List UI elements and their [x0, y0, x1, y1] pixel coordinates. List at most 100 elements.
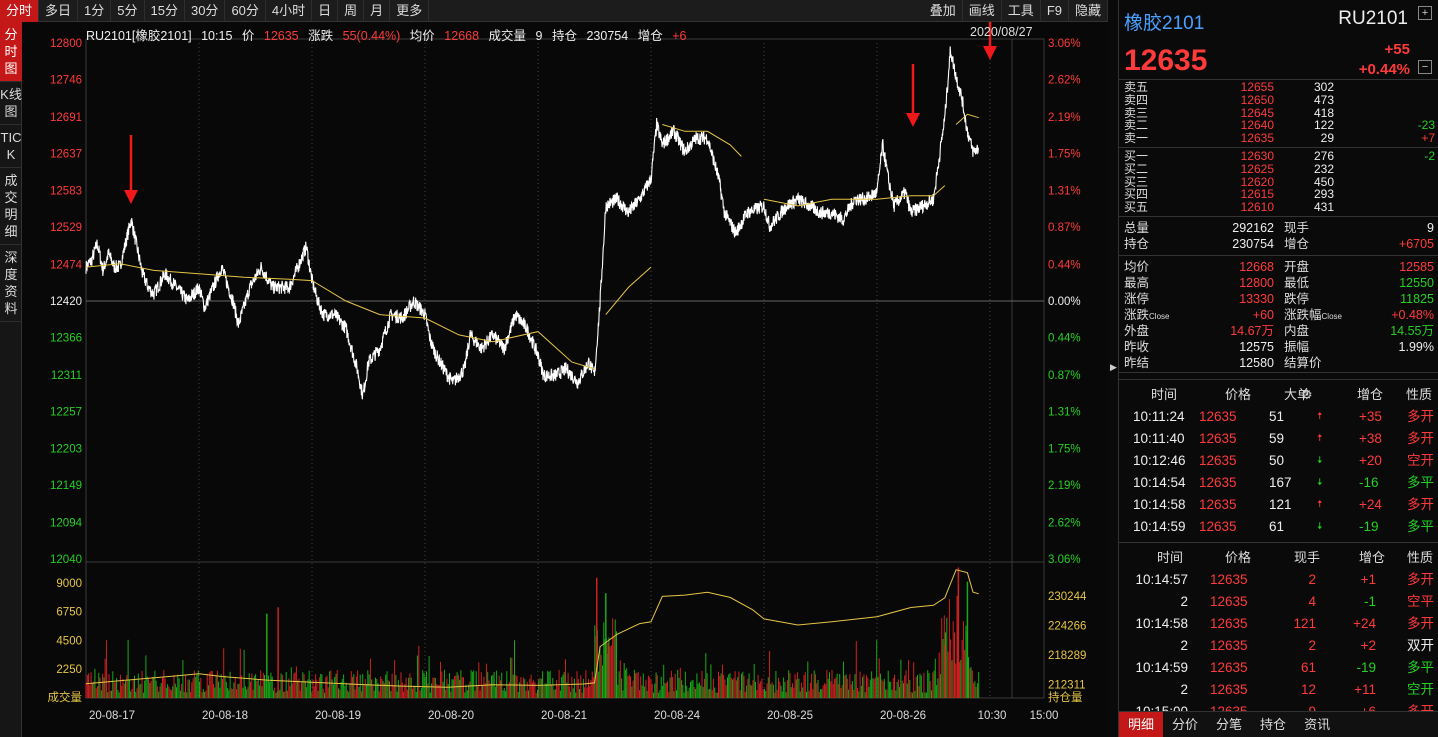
arrow-down-icon [124, 135, 138, 204]
order-type: 多开 [1407, 430, 1434, 446]
tick-time: 2 [1180, 637, 1188, 653]
stat-row: 均价 12668 开盘 12585 [1119, 259, 1438, 275]
stat-label: 最低 [1284, 275, 1310, 290]
x-tick-label: 15:00 [1030, 710, 1059, 722]
tool-button-1[interactable]: 画线 [963, 0, 1002, 22]
tick-type: 多开 [1407, 571, 1434, 587]
stat-row: 昨收 12575 振幅 1.99% [1119, 339, 1438, 355]
view-tab-2[interactable]: TICK [0, 125, 22, 168]
view-tab-4[interactable]: 深度资料 [0, 245, 22, 322]
tool-button-0[interactable]: 叠加 [924, 0, 963, 22]
tick-volume: 121 [1293, 615, 1316, 631]
level-label: 卖四 [1124, 92, 1149, 107]
chevron-right-icon[interactable]: ▶ [1110, 362, 1117, 372]
level-change: -2 [1424, 148, 1435, 163]
big-orders-table: 时间 价格 大单 增仓 性质 ⚙ 10:11:24 12635 51 +35 多开 🠅 10:11:40… [1119, 378, 1438, 543]
price-tick-label: 12366 [50, 333, 82, 345]
period-tab-5[interactable]: 30分 [185, 0, 226, 22]
stat-label: 开盘 [1284, 259, 1310, 274]
detail-tab-4[interactable]: 资讯 [1304, 717, 1331, 732]
view-tab-1[interactable]: K线图 [0, 82, 22, 125]
arrow-down-icon: 🠇 [1317, 520, 1323, 532]
stat-label-suffix: Close [1321, 311, 1342, 321]
pct-tick-label: 1.31% [1048, 407, 1081, 419]
tick-volume: 4 [1308, 593, 1316, 609]
detail-tab-0[interactable]: 明细 [1119, 712, 1164, 737]
stat-value: 12585 [1399, 259, 1434, 274]
big-order-row: 10:14:54 12635 167 -16 多平 🠇 [1119, 472, 1438, 494]
x-tick-label: 20-08-17 [89, 710, 135, 722]
period-tab-4[interactable]: 15分 [145, 0, 185, 22]
chart-info-line: RU2101[橡胶2101] 10:15 价 12635 涨跌 55(0.44%… [86, 25, 692, 44]
period-tab-9[interactable]: 周 [338, 0, 365, 22]
tick-oi-change: -19 [1356, 659, 1376, 675]
period-tab-10[interactable]: 月 [364, 0, 391, 22]
book-level: 买三 12620 450 [1119, 174, 1438, 189]
column-header: 时间 [1157, 549, 1184, 565]
minus-icon[interactable]: − [1418, 60, 1432, 74]
x-tick-label: 20-08-20 [428, 710, 474, 722]
level-label: 买三 [1124, 174, 1149, 189]
book-level: 卖五 12655 302 [1119, 81, 1438, 94]
add-watchlist-icon[interactable]: + [1418, 6, 1432, 20]
stat-row: 持仓 230754 增仓 +6705 [1119, 236, 1438, 252]
order-type: 多开 [1407, 408, 1434, 424]
price-line [85, 46, 979, 400]
order-time: 10:11:40 [1133, 430, 1185, 446]
chart-canvas[interactable]: 12800 12746 12691 12637 12583 12529 12474 12420… [22, 22, 1108, 737]
tool-button-2[interactable]: 工具 [1002, 0, 1041, 22]
gear-icon[interactable]: ⚙ [1301, 386, 1313, 402]
period-tab-2[interactable]: 1分 [78, 0, 112, 22]
period-tab-1[interactable]: 多日 [39, 0, 79, 22]
order-oi-change: +24 [1359, 496, 1382, 512]
tick-row: 2 12635 4 -1 空平 [1119, 591, 1438, 613]
stat-label: 涨跌幅Close [1284, 307, 1342, 322]
stat-label: 最高 [1124, 275, 1150, 290]
change-amount: +55 [1384, 41, 1410, 58]
pct-tick-label: 2.19% [1048, 480, 1081, 492]
stat-value: +0.48% [1391, 307, 1434, 322]
stat-label: 外盘 [1124, 323, 1150, 338]
avg-label: 均价 [409, 29, 435, 43]
average-price-line [85, 113, 979, 370]
panel-collapse-handle[interactable]: ▶ [1108, 0, 1118, 737]
tick-type: 双开 [1407, 637, 1434, 653]
ask-levels: 卖五 12655 302 卖四 12650 473 卖三 12645 418 卖二 12640 122… [1119, 80, 1438, 148]
tick-price: 12635 [1210, 659, 1248, 675]
detail-tab-1[interactable]: 分价 [1172, 717, 1199, 732]
volume-tick-label: 4500 [56, 635, 82, 647]
tick-header: 时间 价格 现手 增仓 性质 [1119, 547, 1438, 569]
volume-axis-label: 成交量 [48, 690, 83, 704]
period-tab-6[interactable]: 60分 [225, 0, 266, 22]
period-tab-8[interactable]: 日 [312, 0, 339, 22]
view-tab-0[interactable]: 分时图 [0, 22, 22, 82]
detail-tab-3[interactable]: 持仓 [1260, 717, 1287, 732]
order-price: 12635 [1199, 452, 1237, 468]
period-tab-11[interactable]: 更多 [390, 0, 430, 22]
tick-volume: 12 [1300, 681, 1316, 697]
period-tab-3[interactable]: 5分 [111, 0, 145, 22]
level-change: +7 [1421, 131, 1435, 146]
level-volume: 29 [1320, 131, 1334, 146]
detail-tab-2[interactable]: 分笔 [1216, 717, 1243, 732]
tick-price: 12635 [1210, 615, 1248, 631]
stat-row: 涨停 13330 跌停 11825 [1119, 291, 1438, 307]
view-tab-3[interactable]: 成交明细 [0, 168, 22, 245]
stat-value: 14.67万 [1230, 323, 1274, 338]
tick-type: 多开 [1407, 615, 1434, 631]
oi-value: 230754 [586, 29, 629, 43]
tool-button-3[interactable]: F9 [1041, 0, 1069, 22]
oi-tick-label: 224266 [1048, 620, 1086, 632]
stat-value: 9 [1427, 220, 1434, 235]
stat-row: 最高 12800 最低 12550 [1119, 275, 1438, 291]
open-interest-line [85, 569, 979, 688]
period-tab-0[interactable]: 分时 [0, 0, 40, 22]
intraday-chart[interactable]: 12800 12746 12691 12637 12583 12529 12474 12420… [22, 22, 1108, 737]
tick-volume: 2 [1308, 571, 1316, 587]
order-time: 10:12:46 [1133, 452, 1186, 468]
period-tab-7[interactable]: 4小时 [266, 0, 313, 22]
volume-label: 成交量 [488, 29, 527, 43]
level-volume: 302 [1313, 80, 1334, 94]
tool-button-4[interactable]: 隐藏 [1069, 0, 1108, 22]
order-price: 12635 [1199, 518, 1237, 534]
